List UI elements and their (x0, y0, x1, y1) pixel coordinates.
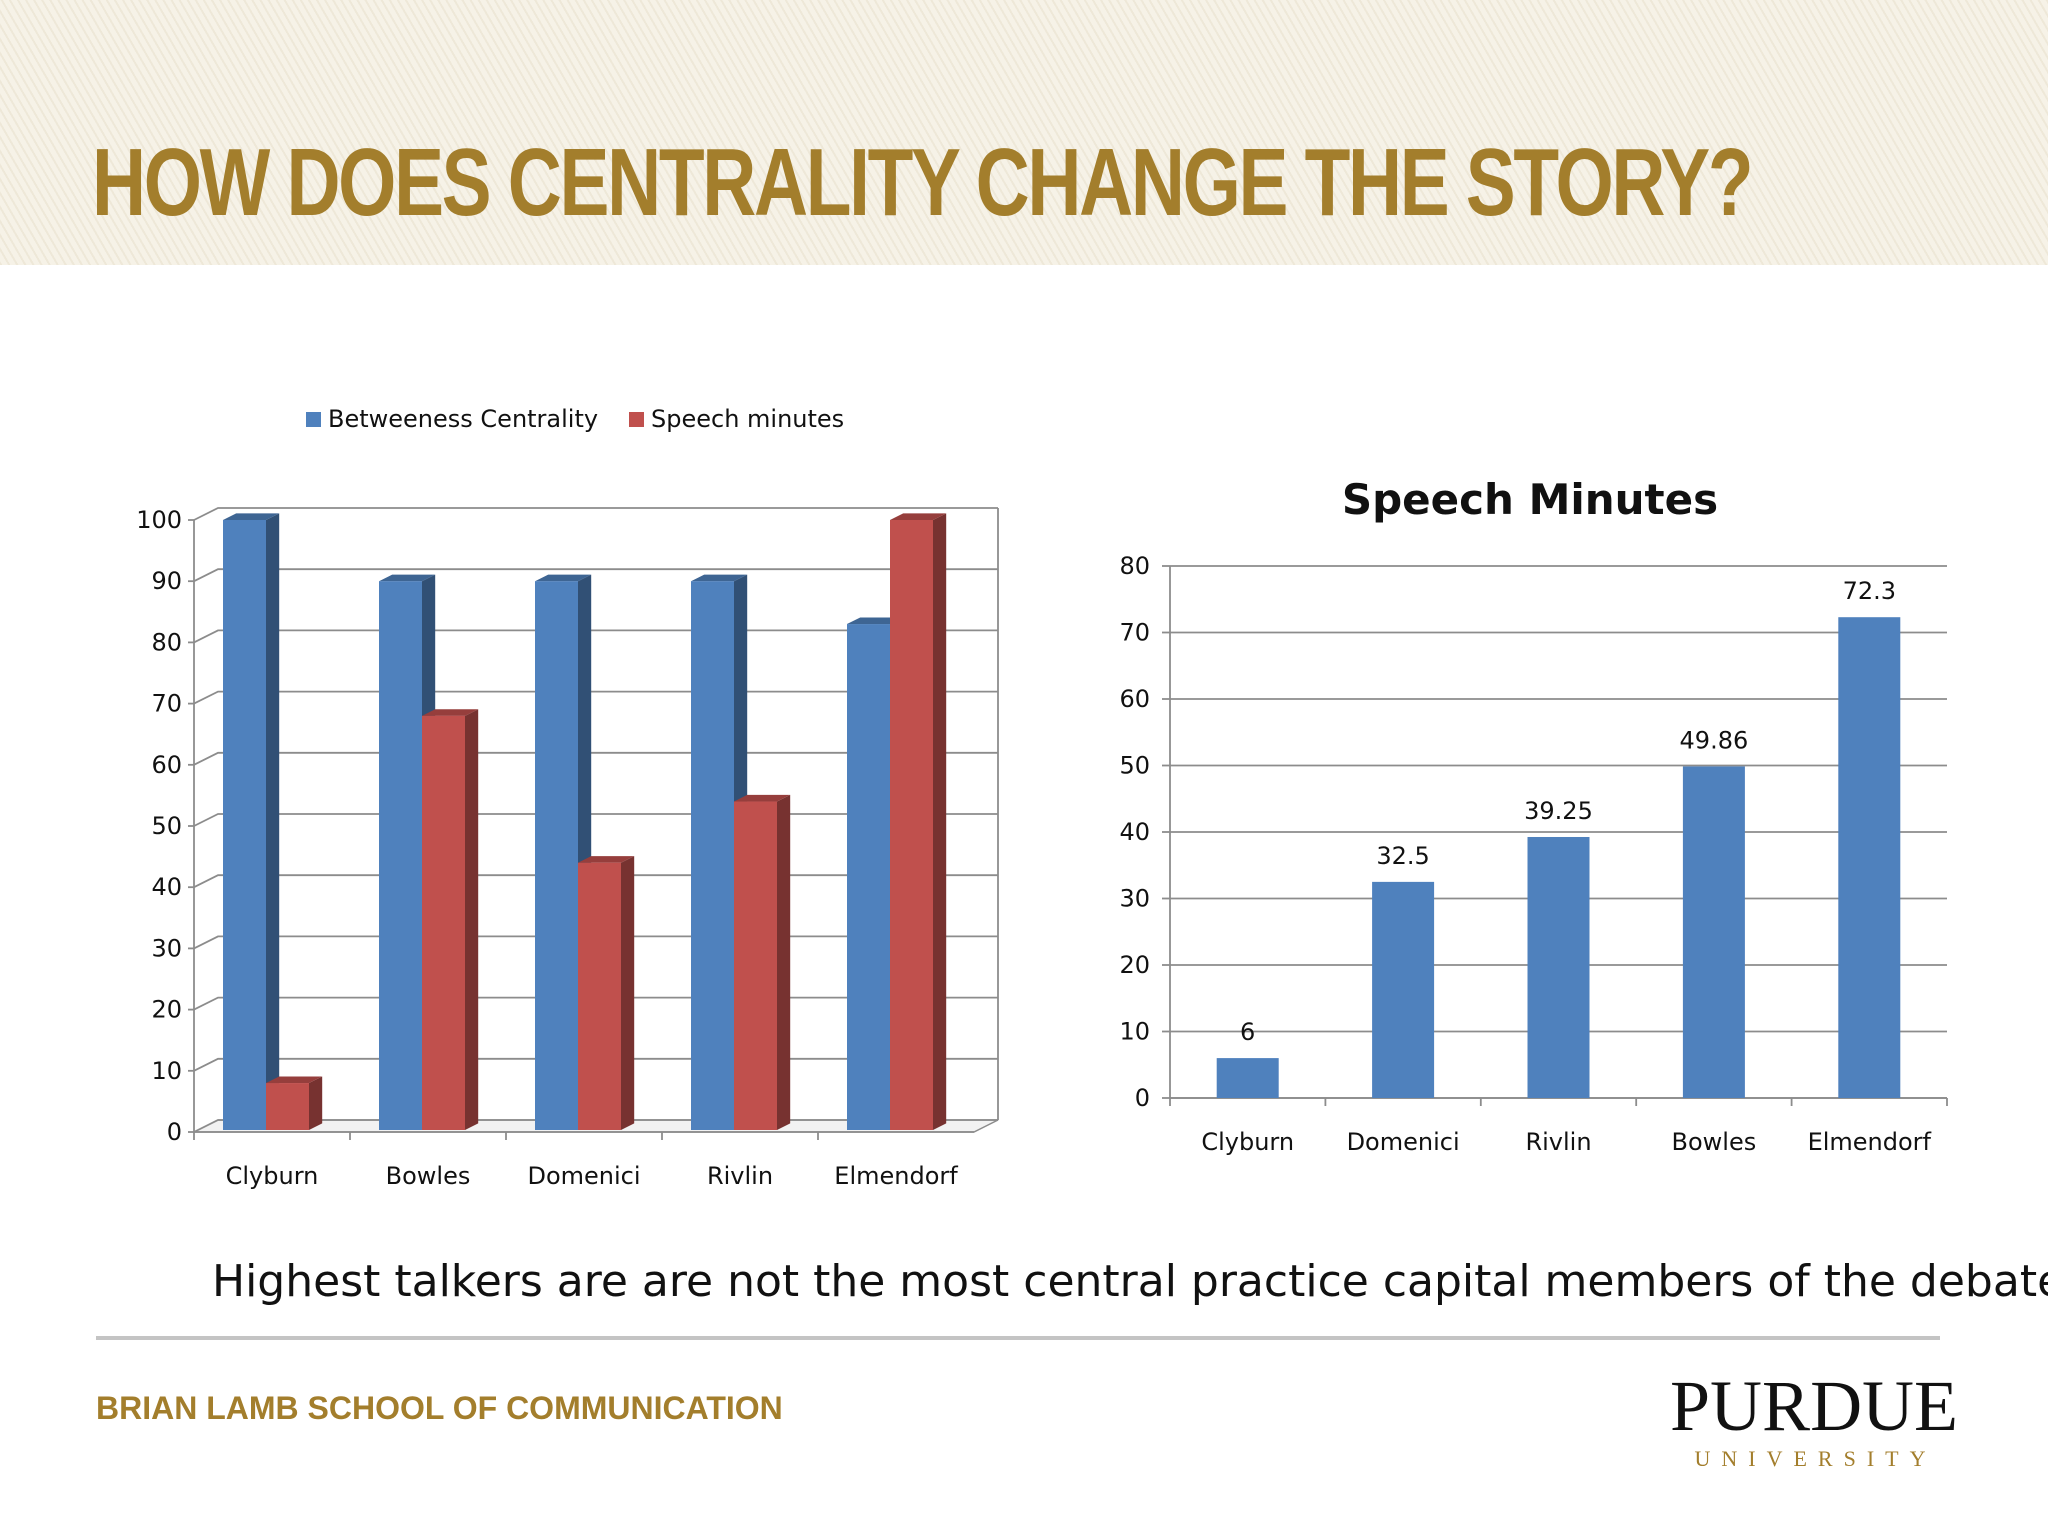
speech-minutes-chart: Speech Minutes 0 10 20 30 40 50 60 70 80 6 Clyburn 3… (1119, 475, 1948, 1156)
bar-speech-minutes (1682, 766, 1745, 1098)
bar-betweeness-centrality (223, 513, 280, 1130)
centrality-vs-speech-chart: 0 10 20 30 40 50 60 70 80 90 100 Clyburn Bowles Domen… (136, 405, 999, 1190)
y-tick-label: 70 (1119, 619, 1150, 647)
y-tick-label: 30 (1119, 885, 1150, 913)
y-tick-label: 60 (1119, 685, 1150, 713)
bar-speech-minutes (1372, 881, 1435, 1098)
bar-front (535, 581, 578, 1130)
purdue-logo: PURDUE UNIVERSITY (1670, 1366, 1959, 1472)
bar-front (734, 801, 777, 1130)
school-name: BRIAN LAMB SCHOOL OF COMMUNICATION (96, 1390, 783, 1426)
x-tick-label: Rivlin (707, 1162, 773, 1190)
slide-caption: Highest talkers are are not the most cen… (212, 1256, 2048, 1307)
slide-title: HOW DOES CENTRALITY CHANGE THE STORY? (92, 129, 1754, 236)
y-tick-label: 100 (136, 506, 182, 534)
y-tick-label: 50 (1119, 752, 1150, 780)
legend-label: Betweeness Centrality (328, 405, 598, 433)
y-tick-label: 90 (151, 567, 182, 595)
x-tick-label: Domenici (1347, 1128, 1460, 1156)
bar-front (223, 520, 266, 1130)
y-tick-label: 20 (1119, 951, 1150, 979)
gridline (193, 507, 998, 521)
bar-speech-minutes (1838, 617, 1901, 1098)
x-tick-label: Elmendorf (1808, 1128, 1932, 1156)
y-tick-label: 40 (1119, 818, 1150, 846)
footer-divider (96, 1336, 1940, 1340)
bar-front (379, 581, 422, 1130)
bar-side (621, 856, 635, 1130)
bar-top (535, 574, 592, 582)
bar-front (266, 1083, 309, 1130)
data-label: 32.5 (1376, 842, 1429, 870)
logo-subtitle: UNIVERSITY (1694, 1446, 1937, 1471)
y-tick-label: 80 (1119, 552, 1150, 580)
x-tick-label: Elmendorf (834, 1162, 958, 1190)
bar-front (422, 715, 465, 1130)
bar-top (422, 709, 479, 716)
y-tick-label: 30 (151, 934, 182, 962)
bar-top (379, 574, 436, 582)
bar-top (691, 574, 748, 582)
y-tick-label: 0 (1135, 1084, 1150, 1112)
bar-speech-minutes (266, 1076, 323, 1130)
bar-front (691, 581, 734, 1130)
bar-speech-minutes (1527, 836, 1590, 1098)
data-label: 72.3 (1843, 577, 1896, 605)
x-tick-label: Bowles (386, 1162, 471, 1190)
x-tick-label: Rivlin (1525, 1128, 1591, 1156)
bar-side (777, 794, 791, 1130)
bar-front (847, 624, 890, 1130)
x-tick-label: Bowles (1672, 1128, 1757, 1156)
bar-side (933, 513, 947, 1130)
bar-top (223, 513, 280, 520)
y-tick-label: 50 (151, 812, 182, 840)
bar-top (578, 856, 635, 863)
title-banner (0, 0, 2048, 265)
bar-speech-minutes (422, 709, 479, 1130)
y-tick-label: 70 (151, 690, 182, 718)
y-tick-label: 10 (151, 1057, 182, 1085)
y-tick-label: 40 (151, 873, 182, 901)
bar-speech-minutes (734, 794, 791, 1130)
data-label: 39.25 (1524, 797, 1593, 825)
legend-swatch (629, 412, 644, 427)
gridline (193, 568, 998, 583)
bar-front (890, 520, 933, 1130)
y-tick-label: 0 (167, 1118, 182, 1146)
legend-label: Speech minutes (651, 405, 844, 433)
bar-top (847, 617, 904, 625)
bar-speech-minutes (890, 513, 947, 1130)
y-tick-label: 10 (1119, 1018, 1150, 1046)
bar-side (465, 709, 479, 1130)
logo-name: PURDUE (1670, 1366, 1959, 1446)
bar-side (309, 1076, 323, 1130)
y-tick-label: 80 (151, 628, 182, 656)
bar-speech-minutes (1216, 1058, 1279, 1098)
data-label: 49.86 (1680, 726, 1749, 754)
data-label: 6 (1240, 1018, 1255, 1046)
chart-title: Speech Minutes (1342, 475, 1718, 524)
bar-speech-minutes (578, 856, 635, 1130)
y-tick-label: 60 (151, 751, 182, 779)
bar-front (578, 862, 621, 1130)
y-tick-label: 20 (151, 996, 182, 1024)
legend-swatch (306, 412, 321, 427)
x-tick-label: Domenici (527, 1162, 640, 1190)
bar-side (266, 513, 280, 1130)
x-tick-label: Clyburn (1201, 1128, 1294, 1156)
bar-top (266, 1076, 323, 1084)
bar-top (734, 794, 791, 802)
bar-top (890, 513, 947, 520)
x-tick-label: Clyburn (226, 1162, 319, 1190)
